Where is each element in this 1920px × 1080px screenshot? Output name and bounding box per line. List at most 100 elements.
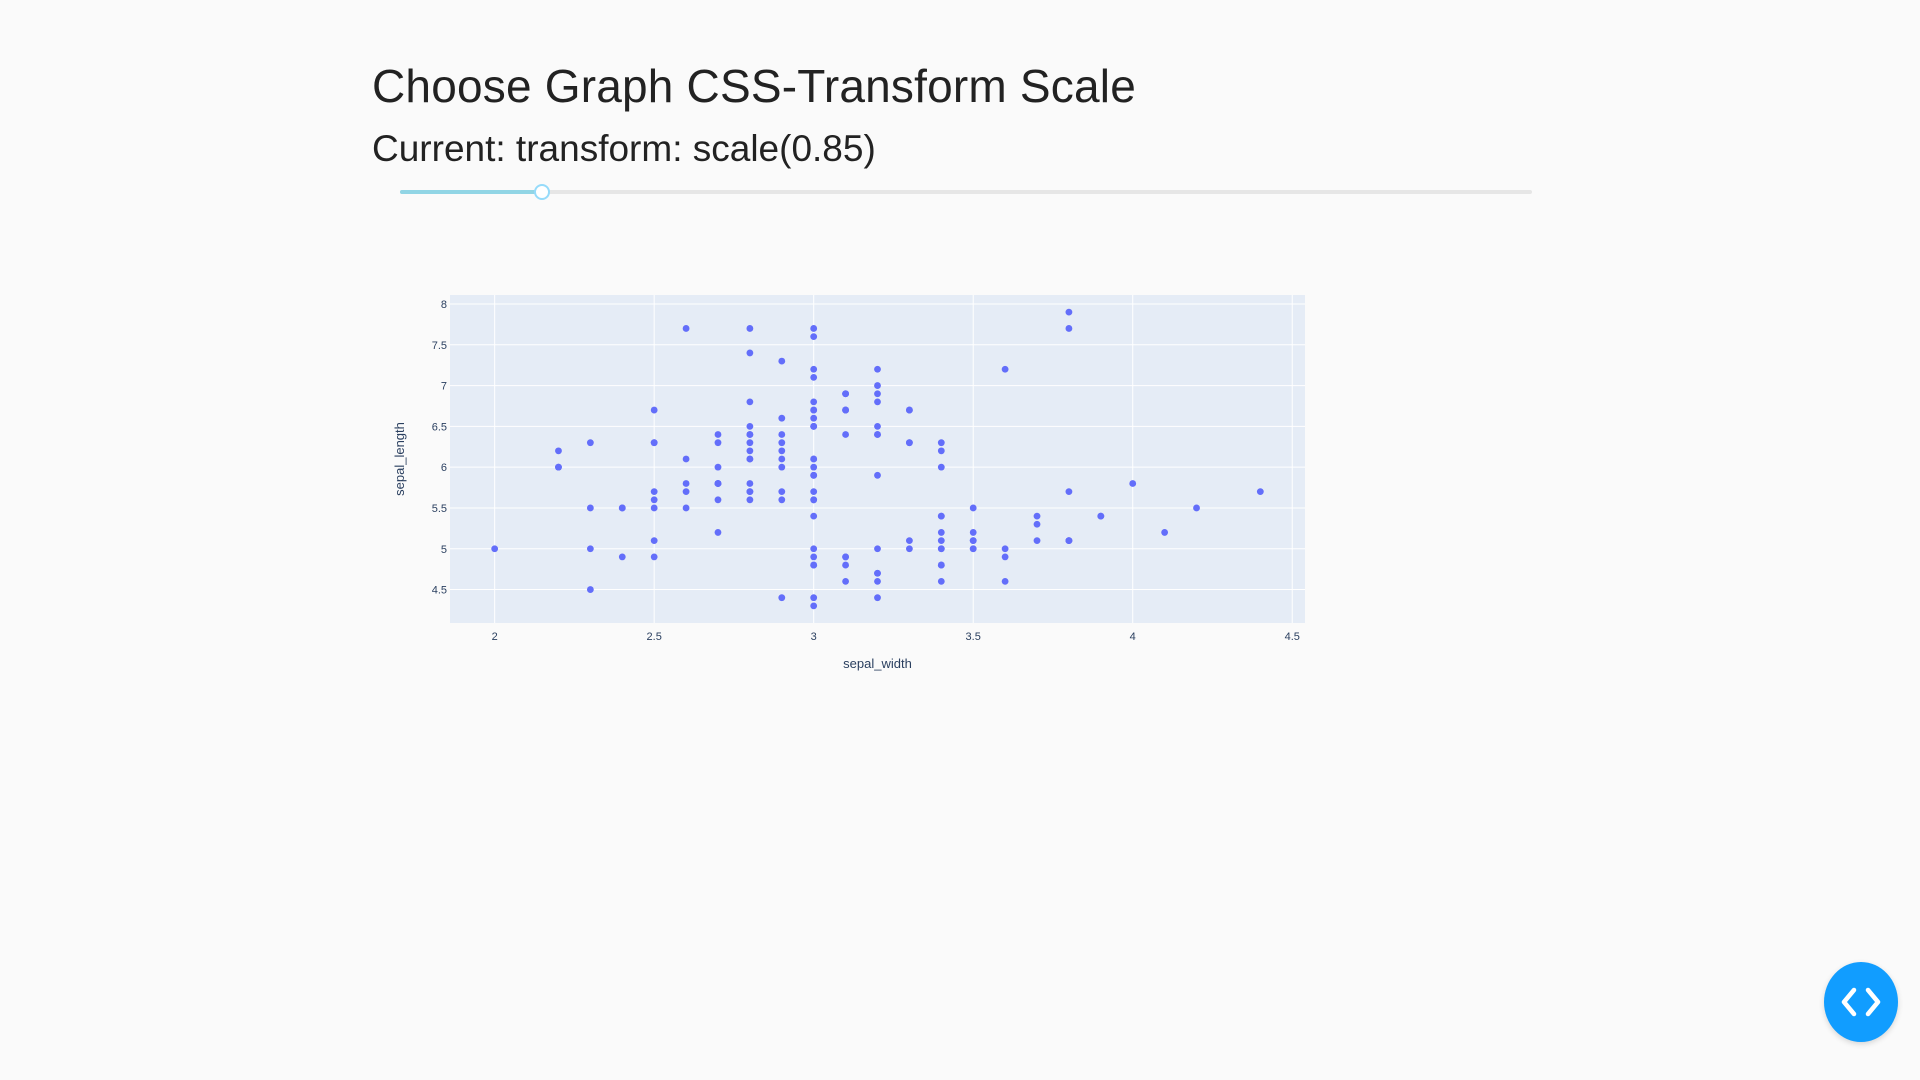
scatter-point [810, 365, 818, 373]
code-icon [1841, 987, 1881, 1017]
scatter-point [874, 594, 881, 602]
scatter-point [810, 594, 818, 602]
scatter-point [746, 455, 754, 463]
scatter-point [1065, 537, 1073, 544]
scatter-point [937, 447, 945, 455]
x-tick-label: 4.5 [1285, 631, 1300, 643]
y-tick-label: 8 [441, 299, 447, 311]
scatter-point [586, 439, 594, 447]
slider-rail[interactable] [400, 190, 1532, 194]
scatter-point [714, 496, 722, 504]
scatter-point [586, 504, 594, 512]
scatter-point [937, 561, 945, 569]
x-tick-label: 2 [492, 631, 498, 643]
scatter-point [969, 504, 977, 512]
scatter-point [874, 577, 881, 585]
scatter-point [682, 455, 690, 463]
scatter-point [1193, 504, 1200, 512]
data-points [491, 308, 1264, 610]
scatter-point [969, 529, 977, 536]
scatter-point [969, 537, 977, 544]
scatter-point [906, 545, 913, 553]
scatter-point [937, 545, 945, 553]
scatter-point [650, 406, 658, 414]
scatter-point [810, 488, 818, 496]
scatter-point [1129, 480, 1137, 487]
y-tick-label: 6 [441, 462, 447, 474]
x-tick-label: 3.5 [966, 631, 981, 643]
scatter-point [714, 529, 722, 536]
scatter-point [810, 414, 818, 422]
y-tick-labels: 4.5 5 5.5 6 6.5 7 7.5 8 [432, 299, 447, 597]
scatter-point [810, 374, 818, 381]
scatter-point [778, 455, 786, 463]
scatter-point [874, 545, 881, 553]
scatter-point [746, 480, 754, 487]
scatter-point [650, 439, 658, 447]
scatter-point [1161, 529, 1169, 536]
x-tick-label: 4 [1130, 631, 1136, 643]
scatter-point [650, 553, 658, 561]
scatter-point [937, 512, 945, 520]
scatter-point [842, 577, 849, 585]
x-tick-label: 2.5 [647, 631, 662, 643]
scatter-point [746, 439, 754, 447]
scatter-point [746, 325, 754, 332]
scatter-point [778, 414, 786, 422]
scatter-point [874, 365, 881, 373]
scatter-point [810, 602, 818, 610]
scatter-point [1001, 545, 1009, 553]
scatter-point [1065, 325, 1073, 332]
scatter-point [1033, 520, 1041, 528]
code-toggle-button[interactable] [1824, 962, 1898, 1042]
y-tick-label: 5.5 [432, 503, 447, 515]
scatter-point [874, 390, 881, 398]
scatter-chart: 2 2.5 3 3.5 4 4.5 4.5 5 5.5 6 6.5 7 7.5 8 sepal_widt… [392, 295, 1305, 671]
scatter-point [778, 488, 786, 496]
scatter-point [810, 463, 818, 471]
scatter-point [874, 382, 881, 389]
scatter-point [586, 586, 594, 593]
scatter-point [810, 333, 818, 341]
scatter-point [906, 439, 913, 447]
scatter-point [874, 431, 881, 438]
x-axis-label: sepal_width [843, 656, 912, 671]
scatter-point [682, 325, 690, 332]
scatter-point [746, 488, 754, 496]
scatter-point [810, 471, 818, 479]
y-axis-label: sepal_length [392, 422, 407, 496]
scatter-point [937, 537, 945, 544]
scatter-point [1097, 512, 1105, 520]
scatter-point [874, 569, 881, 577]
x-tick-labels: 2 2.5 3 3.5 4 4.5 [492, 631, 1300, 643]
scatter-point [746, 422, 754, 430]
scatter-point [714, 431, 722, 438]
scatter-point [650, 488, 658, 496]
page-title: Choose Graph CSS-Transform Scale [372, 60, 1136, 112]
scatter-point [810, 553, 818, 561]
y-tick-label: 4.5 [432, 585, 447, 597]
scatter-point [778, 594, 786, 602]
scatter-point [650, 504, 658, 512]
scatter-point [874, 422, 881, 430]
scatter-point [1256, 488, 1264, 496]
scatter-point [650, 537, 658, 544]
scatter-point [810, 512, 818, 520]
scatter-point [618, 553, 626, 561]
scatter-point [1065, 488, 1073, 496]
scatter-point [937, 463, 945, 471]
x-tick-label: 3 [811, 631, 817, 643]
scatter-point [650, 496, 658, 504]
scatter-point [937, 529, 945, 536]
scatter-point [682, 504, 690, 512]
scatter-point [1001, 577, 1009, 585]
scatter-point [906, 537, 913, 544]
scatter-point [746, 431, 754, 438]
scatter-point [714, 439, 722, 447]
slider-handle[interactable] [533, 184, 550, 200]
scale-slider[interactable] [400, 182, 1532, 202]
y-tick-label: 7.5 [432, 340, 447, 352]
scatter-point [1033, 537, 1041, 544]
scatter-point [746, 398, 754, 406]
scatter-point [842, 390, 849, 398]
